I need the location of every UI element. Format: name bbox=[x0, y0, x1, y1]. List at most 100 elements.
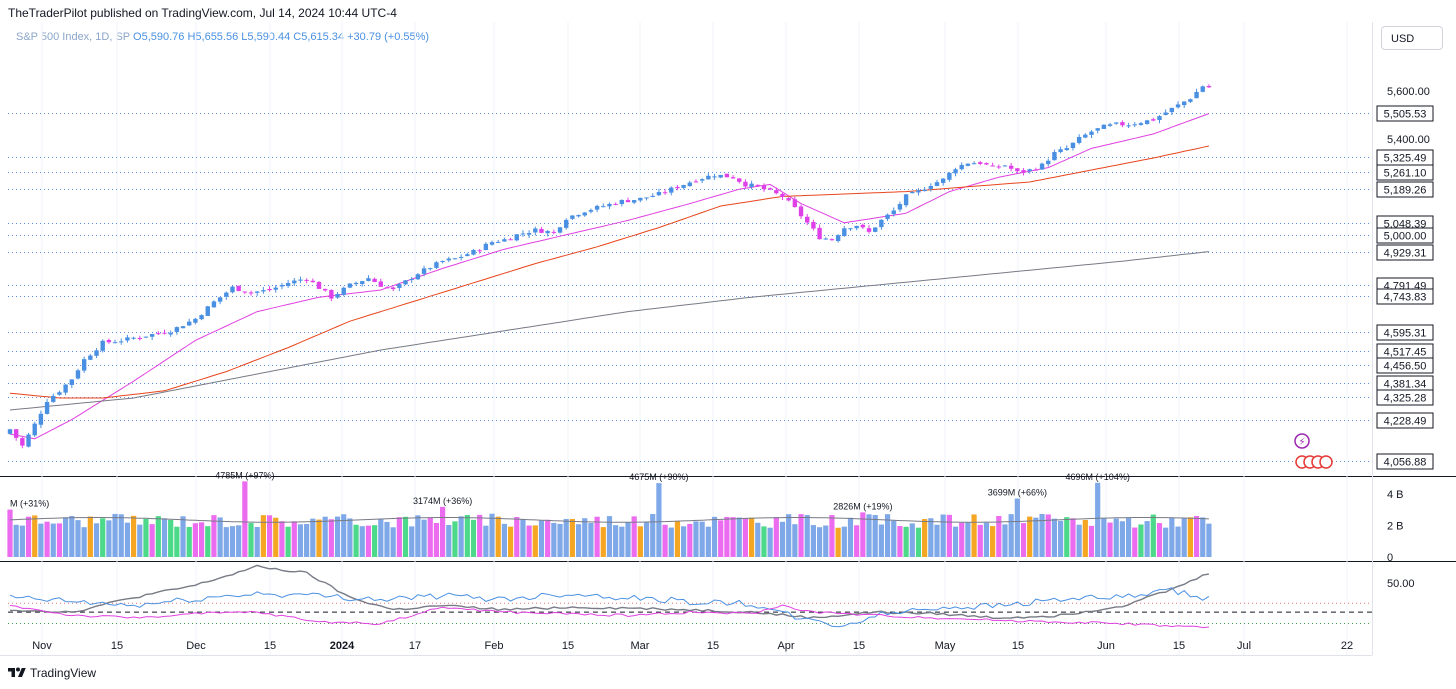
volume-bar bbox=[749, 517, 755, 557]
currency-selector[interactable]: USD bbox=[1381, 26, 1443, 50]
volume-bar bbox=[489, 513, 495, 557]
volume-bar bbox=[1027, 516, 1033, 557]
candle-body bbox=[1138, 123, 1144, 125]
volume-bar bbox=[174, 526, 180, 557]
candle-body bbox=[329, 290, 334, 299]
candle-body bbox=[137, 338, 142, 340]
candle-body bbox=[149, 334, 155, 337]
volume-bar bbox=[359, 526, 365, 557]
candle-body bbox=[922, 189, 927, 192]
volume-bar bbox=[316, 519, 322, 557]
volume-bar bbox=[1150, 514, 1156, 557]
volume-bar bbox=[341, 514, 347, 557]
volume-bar bbox=[909, 523, 915, 557]
volume-bar bbox=[934, 524, 940, 557]
candle-body bbox=[965, 163, 971, 166]
volume-bar bbox=[415, 515, 421, 557]
low-value: L5,590.44 bbox=[241, 31, 291, 43]
price-level-tag: 4,325.28 bbox=[1384, 393, 1427, 405]
candle-body bbox=[224, 292, 229, 297]
candle-body bbox=[866, 228, 872, 232]
volume-bar bbox=[983, 522, 990, 557]
volume-bar bbox=[217, 517, 223, 557]
candle-body bbox=[390, 287, 396, 289]
candle-body bbox=[44, 402, 50, 414]
volume-bar bbox=[705, 526, 711, 557]
volume-bar bbox=[711, 516, 718, 557]
volume-bar bbox=[996, 516, 1002, 557]
time-axis-label: May bbox=[935, 640, 956, 652]
price-level-tag-box bbox=[1376, 227, 1434, 244]
candle-body bbox=[180, 326, 186, 329]
time-axis-label: Jun bbox=[1097, 640, 1115, 652]
candle-body bbox=[1008, 165, 1014, 169]
volume-bar bbox=[347, 518, 353, 557]
candle-body bbox=[792, 199, 798, 207]
volume-bar bbox=[1082, 519, 1088, 557]
candle-body bbox=[718, 174, 723, 178]
candle-body bbox=[829, 239, 835, 241]
candle-body bbox=[119, 341, 124, 343]
price-level-tag: 4,929.31 bbox=[1384, 248, 1427, 260]
candle-body bbox=[520, 233, 526, 235]
volume-bar bbox=[87, 516, 93, 557]
candle-body bbox=[576, 215, 581, 217]
price-level-tag-box bbox=[1376, 357, 1434, 374]
volume-bar bbox=[520, 519, 526, 557]
price-level-tag: 5,325.49 bbox=[1384, 153, 1427, 165]
volume-bar bbox=[106, 520, 112, 557]
candle-body bbox=[421, 268, 427, 274]
volume-bar bbox=[1020, 523, 1027, 557]
time-axis-label: 2024 bbox=[330, 640, 355, 652]
volume-bar bbox=[44, 521, 50, 557]
time-axis-label: 17 bbox=[409, 640, 421, 652]
volume-bar bbox=[38, 523, 44, 557]
candle-body bbox=[13, 429, 19, 438]
volume-bar bbox=[1193, 515, 1200, 557]
candle-body bbox=[502, 239, 507, 242]
volume-bar bbox=[551, 522, 557, 557]
volume-bar bbox=[668, 527, 674, 557]
lightning-glyph: ⚡ bbox=[1298, 437, 1305, 448]
price-level-tag-box bbox=[1376, 324, 1434, 341]
volume-bar bbox=[1033, 517, 1039, 557]
candle-body bbox=[873, 227, 878, 232]
candle-body bbox=[217, 297, 223, 302]
volume-bar bbox=[223, 527, 229, 557]
volume-bar bbox=[866, 514, 872, 557]
symbol-legend: S&P 500 Index, 1D, SP O5,590.76 H5,655.5… bbox=[16, 31, 429, 43]
candle-body bbox=[1076, 136, 1082, 143]
volume-bar bbox=[625, 522, 631, 557]
volume-bar bbox=[835, 527, 841, 557]
candle-body bbox=[1120, 122, 1125, 126]
volume-bar bbox=[477, 514, 483, 557]
volume-bar bbox=[514, 517, 520, 557]
volume-bar bbox=[205, 526, 211, 557]
candle-body bbox=[681, 185, 686, 188]
time-axis-label: Dec bbox=[186, 640, 206, 652]
volume-bar bbox=[229, 526, 236, 557]
candle-body bbox=[273, 287, 278, 290]
candle-body bbox=[415, 274, 421, 280]
price-level-tag-box bbox=[1376, 164, 1434, 181]
candle-body bbox=[1206, 85, 1212, 88]
volume-bar bbox=[322, 516, 328, 557]
price-level-tag: 4,228.49 bbox=[1384, 416, 1427, 428]
volume-annotation: 3174M (+36%) bbox=[413, 496, 472, 506]
candle-body bbox=[953, 169, 958, 174]
candle-body bbox=[607, 203, 612, 207]
volume-bar bbox=[971, 514, 977, 557]
volume-bar bbox=[823, 525, 829, 557]
candle-body bbox=[749, 183, 754, 187]
candle-body bbox=[811, 221, 816, 229]
volume-bar bbox=[384, 521, 390, 557]
volume-bar bbox=[891, 520, 897, 557]
time-axis-label: 15 bbox=[562, 640, 574, 652]
time-axis-label: Jul bbox=[1237, 640, 1251, 652]
volume-bar bbox=[1045, 514, 1051, 557]
candle-body bbox=[903, 194, 909, 206]
candle-body bbox=[63, 384, 68, 393]
volume-bar bbox=[396, 517, 402, 557]
candle-body bbox=[316, 282, 322, 289]
volume-bar bbox=[804, 515, 810, 557]
